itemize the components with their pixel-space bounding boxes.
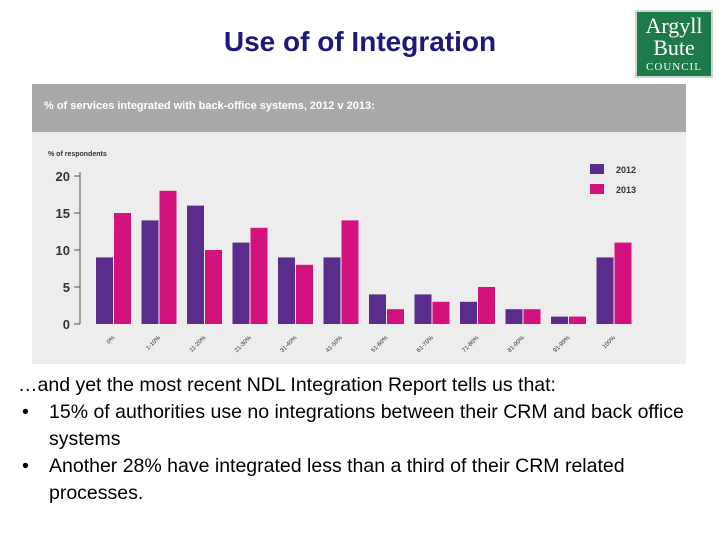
y-tick-label: 0: [63, 317, 70, 332]
bar-2013-0: [114, 213, 131, 324]
x-tick-label: 51-60%: [371, 335, 390, 354]
bar-2013-8: [478, 287, 495, 324]
bar-2012-4: [278, 257, 295, 324]
bar-2012-3: [232, 242, 250, 324]
y-tick-label: 15: [56, 206, 70, 221]
chart-panel: % of services integrated with back-offic…: [32, 84, 686, 364]
y-tick-label: 10: [56, 243, 70, 258]
chart-header: % of services integrated with back-offic…: [32, 84, 686, 132]
x-tick-label: 1-10%: [145, 335, 162, 352]
x-tick-label: 41-50%: [325, 335, 344, 354]
x-tick-label: 31-40%: [280, 335, 299, 354]
bar-2012-10: [551, 316, 568, 324]
x-tick-label: 100%: [602, 335, 618, 351]
legend-label-2012: 2012: [616, 165, 636, 175]
bar-2012-6: [369, 294, 386, 324]
bar-2013-6: [387, 309, 404, 324]
bullet-item-2: • Another 28% have integrated less than …: [18, 453, 708, 507]
y-tick-label: 20: [56, 169, 70, 184]
bar-2013-4: [296, 264, 313, 324]
x-tick-label: 91-99%: [553, 335, 572, 354]
x-tick-label: 11-20%: [189, 335, 208, 354]
bar-2013-7: [432, 301, 450, 324]
x-tick-label: 61-70%: [416, 335, 435, 354]
logo-line-1: Argyll: [645, 13, 703, 38]
bar-2013-5: [341, 220, 359, 324]
x-tick-label: 71-80%: [462, 335, 481, 354]
bullet-text-2: Another 28% have integrated less than a …: [49, 455, 625, 504]
bar-2013-9: [523, 309, 541, 324]
bar-2012-2: [187, 205, 204, 324]
x-tick-label: 0%: [106, 335, 117, 346]
y-tick-label: 5: [63, 280, 70, 295]
bar-2012-9: [505, 309, 523, 324]
intro-text: …and yet the most recent NDL Integration…: [18, 374, 556, 396]
bar-2012-5: [323, 257, 341, 324]
y-axis-label: % of respondents: [48, 151, 107, 158]
bullet-dot: •: [22, 401, 29, 423]
bullet-item-1: • 15% of authorities use no integrations…: [18, 399, 708, 453]
legend-label-2013: 2013: [616, 185, 636, 195]
bar-2012-1: [141, 220, 159, 324]
chart-title: % of services integrated with back-offic…: [44, 100, 375, 112]
logo-line-2: Bute: [653, 35, 695, 60]
bar-2012-7: [414, 294, 432, 324]
bullet-text-1: 15% of authorities use no integrations b…: [49, 401, 684, 450]
bar-2012-0: [96, 257, 113, 324]
bar-2013-1: [159, 190, 177, 324]
bar-2013-3: [250, 227, 268, 324]
x-tick-label: 81-90%: [507, 335, 526, 354]
bar-2013-2: [205, 250, 222, 324]
legend-swatch-2013: [590, 184, 604, 194]
bar-2012-8: [460, 301, 477, 324]
bullet-dot: •: [22, 455, 29, 477]
bar-2013-11: [614, 242, 632, 324]
bar-chart: % of respondents 0 5 10 15 20 0% 1-10% 11-20% 21-…: [48, 151, 636, 354]
body-text: …and yet the most recent NDL Integration…: [18, 372, 708, 507]
legend-swatch-2012: [590, 164, 604, 174]
x-tick-label: 21-30%: [234, 335, 253, 354]
bar-2013-10: [569, 316, 586, 324]
slide-title: Use of of Integration: [223, 26, 497, 57]
council-logo: Argyll Bute COUNCIL: [635, 10, 713, 78]
logo-line-3: COUNCIL: [646, 61, 702, 73]
bar-2012-11: [596, 257, 614, 324]
